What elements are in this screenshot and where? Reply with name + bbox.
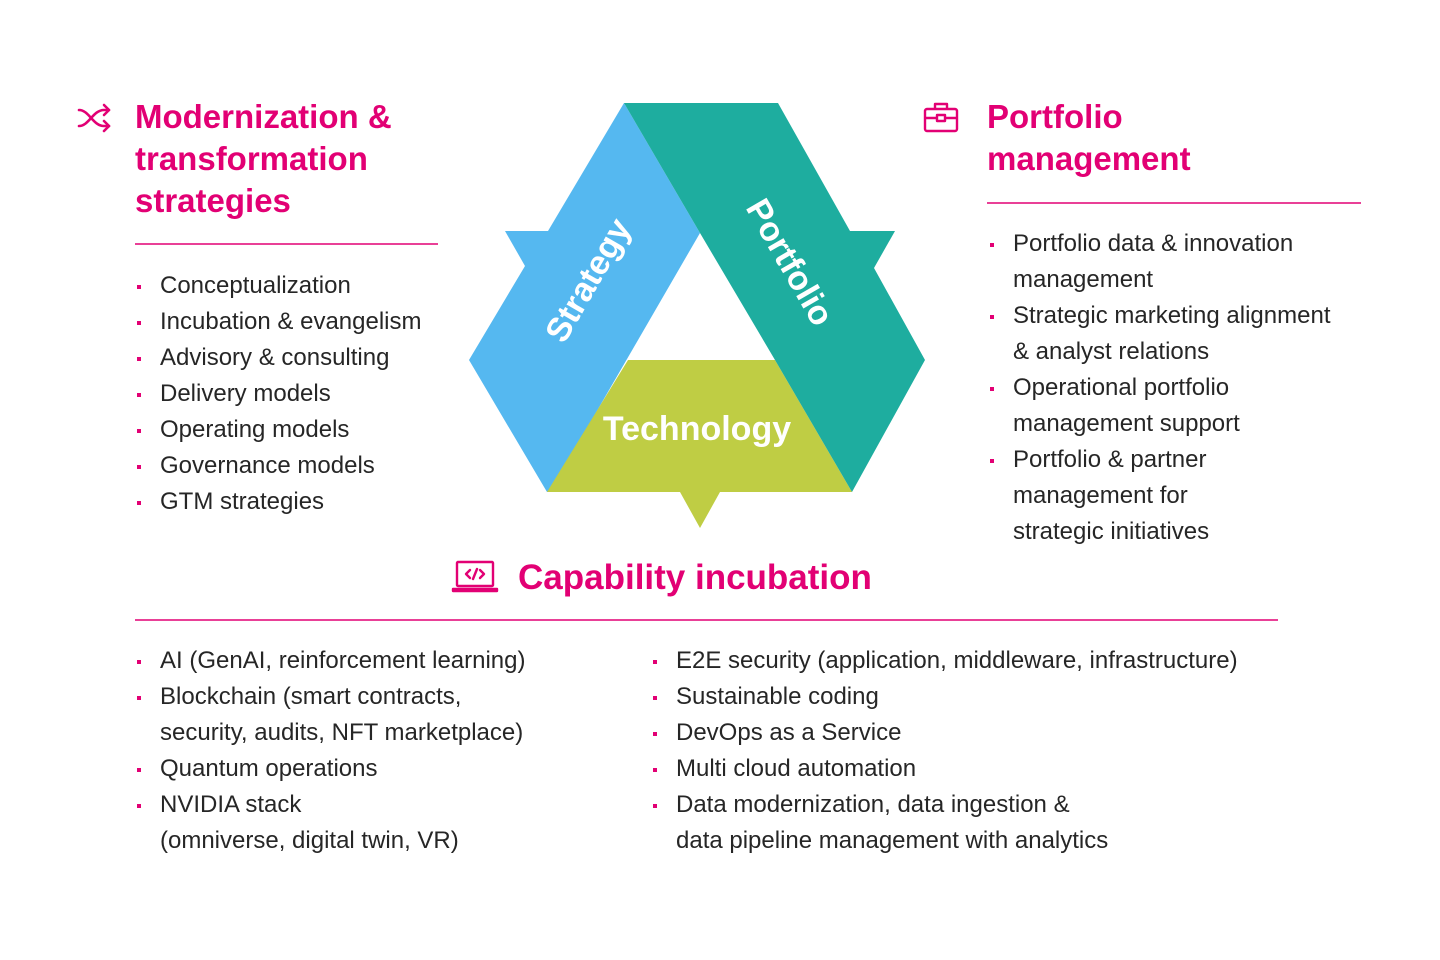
line: AI (GenAI, reinforcement learning)	[160, 647, 526, 674]
list-item: Conceptualization	[135, 268, 422, 304]
list-item: Portfolio data & innovation management	[988, 226, 1330, 298]
technology-band	[547, 360, 852, 528]
modernization-title: Modernization & transformation strategie…	[135, 96, 392, 222]
line: data pipeline management with analytics	[676, 827, 1109, 854]
portfolio-band	[624, 103, 925, 492]
line: Data modernization, data ingestion &	[676, 791, 1070, 818]
line: Strategic marketing alignment	[1013, 302, 1331, 329]
title-line: Modernization &	[135, 98, 392, 135]
technology-label: Technology	[603, 410, 791, 448]
line: Sustainable coding	[676, 683, 879, 710]
capability-right-list: E2E security (application, middleware, i…	[651, 643, 1238, 859]
title-line: management	[987, 140, 1191, 177]
modernization-list: Conceptualization Incubation & evangelis…	[135, 268, 422, 520]
list-item: GTM strategies	[135, 484, 422, 520]
line: Blockchain (smart contracts,	[160, 683, 462, 710]
modernization-divider	[135, 243, 438, 245]
line: strategic initiatives	[1013, 518, 1210, 545]
portfolio-divider	[987, 202, 1361, 204]
line: E2E security (application, middleware, i…	[676, 647, 1238, 674]
list-item: NVIDIA stack (omniverse, digital twin, VR…	[135, 787, 526, 859]
list-item: Governance models	[135, 448, 422, 484]
line: NVIDIA stack	[160, 791, 302, 818]
line: management	[1013, 266, 1154, 293]
capability-left-list: AI (GenAI, reinforcement learning) Block…	[135, 643, 526, 859]
portfolio-title: Portfolio management	[987, 96, 1191, 180]
list-item: DevOps as a Service	[651, 715, 1238, 751]
list-item: Strategic marketing alignment & analyst r…	[988, 298, 1330, 370]
list-item: Quantum operations	[135, 751, 526, 787]
list-item: E2E security (application, middleware, i…	[651, 643, 1238, 679]
capability-title: Capability incubation	[518, 558, 872, 597]
list-item: Delivery models	[135, 376, 422, 412]
list-item: Operational portfolio management support	[988, 370, 1330, 442]
list-item: AI (GenAI, reinforcement learning)	[135, 643, 526, 679]
line: Multi cloud automation	[676, 755, 917, 782]
briefcase-icon	[923, 102, 959, 133]
line: management for	[1013, 482, 1188, 509]
list-item: Multi cloud automation	[651, 751, 1238, 787]
list-item: Sustainable coding	[651, 679, 1238, 715]
laptop-code-icon	[451, 560, 499, 593]
portfolio-list: Portfolio data & innovation management St…	[988, 226, 1330, 550]
list-item: Incubation & evangelism	[135, 304, 422, 340]
line: DevOps as a Service	[676, 719, 902, 746]
line: Quantum operations	[160, 755, 378, 782]
list-item: Advisory & consulting	[135, 340, 422, 376]
line: (omniverse, digital twin, VR)	[160, 827, 459, 854]
strategy-band	[469, 103, 700, 492]
shuffle-icon	[77, 103, 111, 133]
line: management support	[1013, 410, 1240, 437]
list-item: Operating models	[135, 412, 422, 448]
title-line: transformation	[135, 140, 368, 177]
line: Operational portfolio	[1013, 374, 1230, 401]
title-line: Portfolio	[987, 98, 1123, 135]
line: Portfolio data & innovation	[1013, 230, 1294, 257]
title-line: strategies	[135, 182, 291, 219]
list-item: Portfolio & partner management for strateg…	[988, 442, 1330, 550]
list-item: Blockchain (smart contracts, security, au…	[135, 679, 526, 751]
list-item: Data modernization, data ingestion & data…	[651, 787, 1238, 859]
line: Portfolio & partner	[1013, 446, 1207, 473]
line: & analyst relations	[1013, 338, 1210, 365]
capability-divider	[135, 619, 1278, 621]
line: security, audits, NFT marketplace)	[160, 719, 524, 746]
